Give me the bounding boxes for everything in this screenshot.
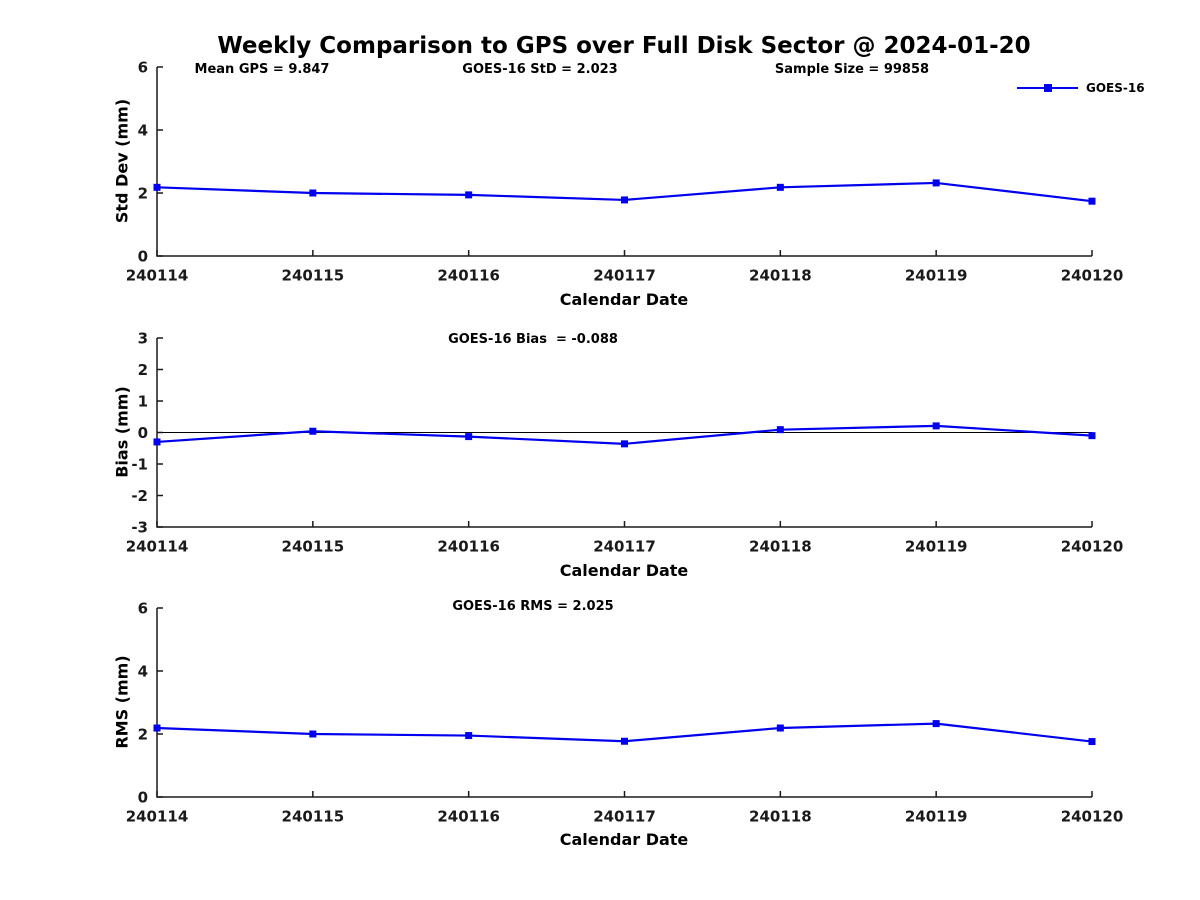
y-tick-label: 6 <box>138 58 148 76</box>
y-tick-label: 3 <box>138 329 148 347</box>
y-tick-label: 6 <box>138 599 148 617</box>
data-point-marker <box>776 724 784 732</box>
axis-frame <box>156 608 1092 798</box>
annotation-sample-size: Sample Size = 99858 <box>774 62 930 77</box>
annotation-goes16-bias: GOES-16 Bias = -0.088 <box>448 332 618 347</box>
y-tick-label: -3 <box>131 518 148 536</box>
y-tick-label: 0 <box>138 788 148 806</box>
x-tick-label: 240119 <box>905 807 968 825</box>
x-tick-label: 240114 <box>126 807 189 825</box>
x-tick-label: 240114 <box>126 537 189 555</box>
y-tick-label: 0 <box>138 424 148 442</box>
data-point-marker <box>1088 738 1096 746</box>
axis-frame <box>156 67 1092 257</box>
data-point-marker <box>776 426 784 434</box>
x-tick-label: 240115 <box>282 266 345 284</box>
data-point-marker <box>1088 197 1096 205</box>
data-point-marker <box>932 422 940 430</box>
data-point-marker <box>932 720 940 728</box>
data-point-marker <box>309 730 317 738</box>
y-tick-label: 2 <box>138 184 148 202</box>
data-point-marker <box>153 438 161 446</box>
x-tick-label: 240117 <box>593 266 656 284</box>
y-tick-label: 4 <box>138 662 148 680</box>
x-tick-label: 240116 <box>437 807 500 825</box>
y-tick-label: 2 <box>138 361 148 379</box>
x-tick-label: 240115 <box>282 537 345 555</box>
annotation-mean-gps: Mean GPS = 9.847 <box>194 62 330 77</box>
y-tick-label: 2 <box>138 725 148 743</box>
data-point-marker <box>309 427 317 435</box>
x-tick-label: 240120 <box>1061 266 1124 284</box>
legend-square-marker-icon <box>1044 84 1052 92</box>
data-point-marker <box>465 732 473 740</box>
data-point-marker <box>932 179 940 187</box>
x-tick-label: 240120 <box>1061 807 1124 825</box>
data-point-marker <box>621 737 628 745</box>
data-point-marker <box>465 433 473 441</box>
x-axis-label-3: Calendar Date <box>559 830 689 849</box>
data-point-marker <box>465 191 473 199</box>
data-point-marker <box>1088 432 1096 440</box>
x-tick-label: 240116 <box>437 266 500 284</box>
x-axis-label-2: Calendar Date <box>559 561 689 580</box>
legend-label: GOES-16 <box>1086 81 1145 95</box>
x-tick-label: 240120 <box>1061 537 1124 555</box>
y-tick-label: 1 <box>138 392 148 410</box>
y-tick-label: -2 <box>131 487 148 505</box>
data-point-marker <box>621 440 628 448</box>
annotation-goes16-std: GOES-16 StD = 2.023 <box>462 62 618 77</box>
data-point-marker <box>309 189 317 197</box>
data-point-marker <box>153 183 161 191</box>
annotation-goes16-rms: GOES-16 RMS = 2.025 <box>452 599 614 614</box>
x-tick-label: 240118 <box>749 537 812 555</box>
x-tick-label: 240118 <box>749 807 812 825</box>
x-axis-label-1: Calendar Date <box>559 290 689 309</box>
y-tick-label: 0 <box>138 247 148 265</box>
y-tick-label: -1 <box>131 455 148 473</box>
data-point-marker <box>776 183 784 191</box>
x-tick-label: 240117 <box>593 807 656 825</box>
x-tick-label: 240118 <box>749 266 812 284</box>
data-point-marker <box>153 724 161 732</box>
x-tick-label: 240117 <box>593 537 656 555</box>
x-tick-label: 240116 <box>437 537 500 555</box>
x-tick-label: 240119 <box>905 537 968 555</box>
x-tick-label: 240119 <box>905 266 968 284</box>
figure-title: Weekly Comparison to GPS over Full Disk … <box>217 33 1031 59</box>
x-tick-label: 240114 <box>126 266 189 284</box>
x-tick-label: 240115 <box>282 807 345 825</box>
data-point-marker <box>621 196 628 204</box>
legend: GOES-16 <box>1017 80 1157 96</box>
y-tick-label: 4 <box>138 121 148 139</box>
